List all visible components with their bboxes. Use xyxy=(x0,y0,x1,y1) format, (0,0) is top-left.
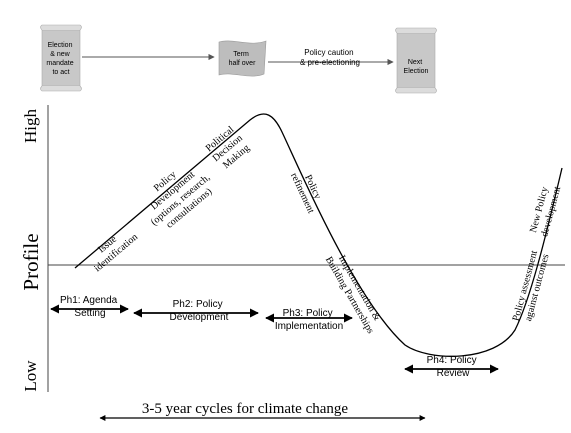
phase-3: Ph3: Policy Implementation xyxy=(265,308,353,332)
ph1-line-2: Setting xyxy=(74,308,105,319)
phase-4: Ph4: Policy Review xyxy=(404,355,499,379)
label-policy-refinement: Policy refinement xyxy=(288,166,327,215)
election-line-3: mandate xyxy=(46,60,73,67)
election-scroll: Election & new mandate to act xyxy=(40,24,82,92)
policy-profile-curve xyxy=(74,113,563,357)
ph4-line-1: Ph4: Policy xyxy=(427,355,477,366)
svg-text:Ph1: Agenda Setting: Ph1: Agenda Setting xyxy=(60,295,120,319)
phase-2: Ph2: Policy Development xyxy=(133,299,259,323)
ph2-line-2: Development xyxy=(170,312,229,323)
election-line-2: & new xyxy=(50,51,70,58)
policy-caution-line-2: & pre-electioning xyxy=(300,58,360,67)
label-policy-assessment: Policy assessment against outcomes xyxy=(511,247,553,325)
next-election-line-2: Election xyxy=(404,68,429,75)
ph1-line-1: Ph1: Agenda xyxy=(60,295,118,306)
ph3-line-2: Implementation xyxy=(275,321,343,332)
ph2-line-1: Ph2: Policy xyxy=(173,299,223,310)
axis-high-label: High xyxy=(21,109,40,144)
svg-text:Ph4: Policy Review: Ph4: Policy Review xyxy=(427,355,480,379)
label-policy-development: Policy Development (options, research, c… xyxy=(133,152,222,237)
ph4-line-2: Review xyxy=(437,368,471,379)
election-line-4: to act xyxy=(52,69,69,76)
next-election-line-1: Next xyxy=(408,59,422,66)
axis-profile-label: Profile xyxy=(19,233,43,290)
issue-line-2: identification xyxy=(92,232,140,275)
election-line-1: Election xyxy=(48,42,73,49)
term-half-line-2: half over xyxy=(229,60,257,67)
term-half-banner: Term half over xyxy=(218,40,267,77)
svg-text:Term half over: Term half over xyxy=(229,51,257,67)
term-half-line-1: Term xyxy=(233,51,249,58)
policy-caution-line-1: Policy caution xyxy=(304,48,353,57)
label-issue-identification: Issue identification xyxy=(85,222,141,274)
svg-text:Next Election: Next Election xyxy=(404,59,429,75)
next-election-scroll: Next Election xyxy=(395,27,437,94)
label-new-policy: New Policy development xyxy=(528,182,564,238)
svg-text:Ph3: Policy Implementati: Ph3: Policy Implementation xyxy=(275,308,343,332)
svg-text:Policy caution & pre-ele: Policy caution & pre-electioning xyxy=(300,48,360,67)
label-political-decision: Political Decision Making xyxy=(203,122,255,173)
axis-low-label: Low xyxy=(21,360,40,392)
timeline: Election & new mandate to act Term half … xyxy=(40,24,437,94)
phase-1: Ph1: Agenda Setting xyxy=(50,295,129,319)
cycle-label: 3-5 year cycles for climate change xyxy=(142,401,348,417)
svg-text:Election & new: Election & new mandate to act xyxy=(46,42,75,76)
svg-text:Ph2: Policy Development: Ph2: Policy Development xyxy=(170,299,229,323)
